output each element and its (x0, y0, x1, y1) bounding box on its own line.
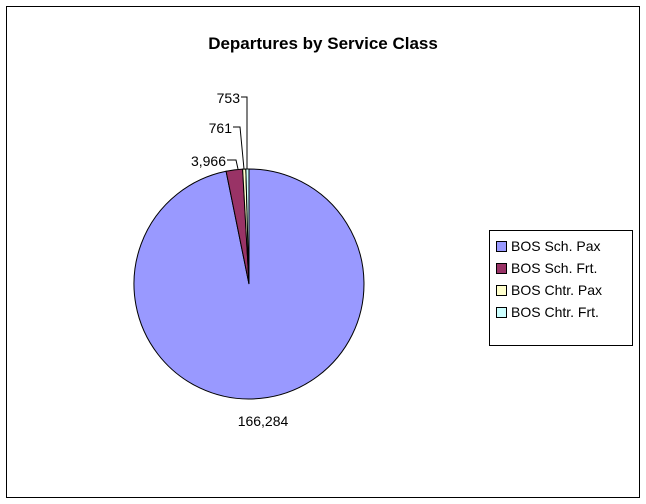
legend-swatch (496, 262, 507, 274)
legend-item-bos-chtr-pax: BOS Chtr. Pax (496, 279, 632, 301)
data-label-bos-chtr-frt: 753 (217, 90, 241, 106)
leader-line-bos-sch-frt (227, 159, 239, 170)
legend-swatch (496, 240, 507, 252)
legend-item-bos-chtr-frt: BOS Chtr. Frt. (496, 301, 632, 323)
data-label-bos-sch-pax: 166,284 (238, 413, 289, 429)
legend: BOS Sch. Pax BOS Sch. Frt. BOS Chtr. Pax… (489, 230, 633, 346)
legend-label: BOS Chtr. Frt. (511, 304, 599, 320)
data-label-bos-sch-frt: 3,966 (191, 153, 226, 169)
legend-label: BOS Chtr. Pax (511, 282, 603, 298)
leader-line-bos-chtr-pax (233, 126, 245, 170)
leader-line-bos-chtr-frt (241, 96, 248, 169)
legend-swatch (496, 284, 507, 296)
legend-item-bos-sch-pax: BOS Sch. Pax (496, 235, 632, 257)
legend-label: BOS Sch. Frt. (511, 260, 598, 276)
data-label-bos-chtr-pax: 761 (209, 120, 233, 136)
legend-swatch (496, 306, 507, 318)
chart-title: Departures by Service Class (208, 34, 438, 53)
legend-label: BOS Sch. Pax (511, 238, 601, 254)
legend-item-bos-sch-frt: BOS Sch. Frt. (496, 257, 632, 279)
pie-slice-bos-chtr-frt (245, 168, 250, 285)
